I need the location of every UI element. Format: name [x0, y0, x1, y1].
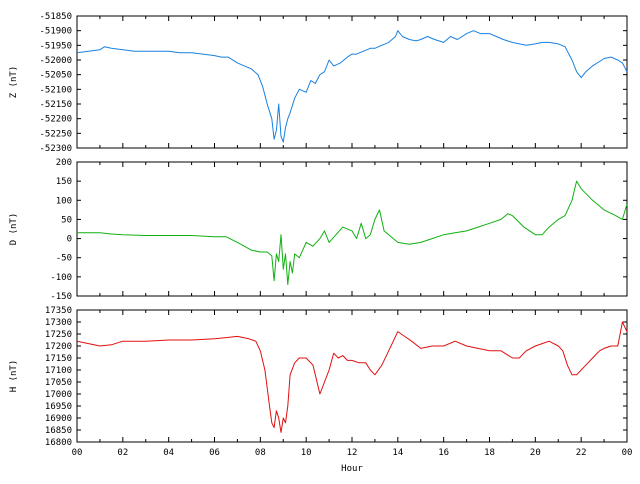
x-tick-label: 16	[438, 448, 449, 458]
z-ytick-label: -51950	[39, 41, 72, 51]
x-tick-label: 02	[117, 448, 128, 458]
x-tick-label: 06	[209, 448, 220, 458]
z-panel-frame	[76, 15, 628, 149]
h-ytick-label: 17100	[45, 366, 72, 376]
z-ytick-label: -52000	[39, 56, 72, 66]
h-series-line	[76, 321, 628, 433]
z-y-axis-label: Z (nT)	[9, 66, 19, 99]
d-ytick-label: 150	[56, 177, 72, 187]
d-ytick-label: 100	[56, 196, 72, 206]
d-series-line	[77, 180, 628, 285]
z-ytick-label: -52150	[39, 100, 72, 110]
h-ytick-label: 17050	[45, 378, 72, 388]
h-ytick-label: 16950	[45, 402, 72, 412]
d-y-axis-label: D (nT)	[9, 213, 19, 246]
x-tick-label: 00	[622, 448, 633, 458]
z-ytick-label: -52300	[39, 144, 72, 154]
h-ytick-label: 17350	[45, 306, 72, 316]
d-ytick-label: 50	[61, 215, 72, 225]
h-panel-frame	[76, 309, 628, 443]
x-tick-label: 12	[347, 448, 358, 458]
h-ytick-label: 17000	[45, 390, 72, 400]
x-tick-label: 00	[72, 448, 83, 458]
x-tick-label: 14	[392, 448, 403, 458]
z-ytick-label: -52200	[39, 115, 72, 125]
x-tick-label: 18	[484, 448, 495, 458]
x-tick-label: 04	[163, 448, 174, 458]
x-tick-label: 10	[301, 448, 312, 458]
x-tick-label: 08	[255, 448, 266, 458]
h-ytick-label: 16900	[45, 414, 72, 424]
h-ytick-label: 17200	[45, 342, 72, 352]
z-ytick-label: -52250	[39, 129, 72, 139]
d-ytick-label: -150	[50, 292, 72, 302]
d-ytick-label: -50	[56, 254, 72, 264]
d-panel-frame	[76, 161, 628, 297]
x-axis-label: Hour	[341, 464, 363, 474]
z-ytick-label: -52100	[39, 85, 72, 95]
d-ytick-label: 0	[67, 235, 72, 245]
x-tick-label: 22	[576, 448, 587, 458]
h-y-axis-label: H (nT)	[9, 360, 19, 393]
d-ytick-label: -100	[50, 273, 72, 283]
x-tick-label: 20	[530, 448, 541, 458]
h-ytick-label: 17250	[45, 330, 72, 340]
h-ytick-label: 16850	[45, 426, 72, 436]
z-ytick-label: -51900	[39, 27, 72, 37]
h-ytick-label: 17300	[45, 318, 72, 328]
z-ytick-label: -52050	[39, 71, 72, 81]
d-ytick-label: 200	[56, 158, 72, 168]
z-ytick-label: -51850	[39, 12, 72, 22]
h-ytick-label: 17150	[45, 354, 72, 364]
z-series-line	[76, 30, 628, 143]
h-ytick-label: 16800	[45, 438, 72, 448]
